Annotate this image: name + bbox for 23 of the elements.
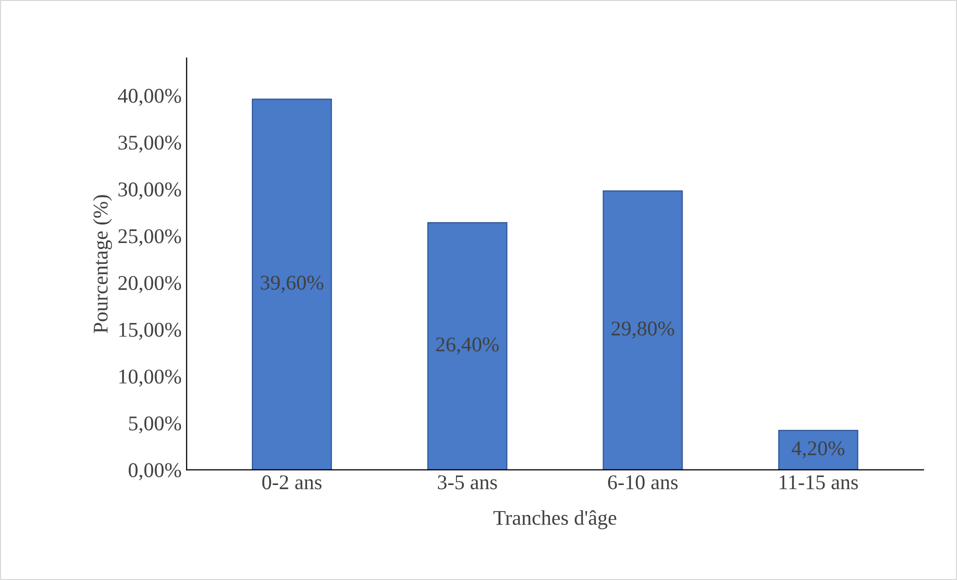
data-label: 29,80% xyxy=(612,322,674,339)
y-axis-title: Pourcentage (%) xyxy=(93,195,112,334)
x-tick-label: 3-5 ans xyxy=(438,475,497,490)
y-tick-label: 5,00% xyxy=(129,416,182,434)
y-tick-label: 25,00% xyxy=(118,229,182,246)
y-tick-label: 10,00% xyxy=(119,370,182,387)
y-tick-label: 30,00% xyxy=(118,182,182,200)
x-tick-label: 6-10 ans xyxy=(608,475,678,490)
data-label: 4,20% xyxy=(792,441,844,458)
data-label: 39,60% xyxy=(260,276,324,293)
y-tick-label: 35,00% xyxy=(118,136,182,153)
y-tick-label: 15,00% xyxy=(119,322,182,340)
y-tick-label: 20,00% xyxy=(118,276,182,294)
bar xyxy=(602,190,683,470)
x-tick-label: 0-2 ans xyxy=(262,475,322,490)
data-label: 26,40% xyxy=(436,337,499,354)
bar xyxy=(778,430,858,470)
y-tick-label: 0,00% xyxy=(128,463,182,480)
bar xyxy=(252,98,332,470)
bar xyxy=(427,222,508,470)
x-axis-title: Tranches d'âge xyxy=(493,510,616,530)
x-tick-label: 11-15 ans xyxy=(780,475,858,490)
y-tick-label: 40,00% xyxy=(118,88,182,106)
